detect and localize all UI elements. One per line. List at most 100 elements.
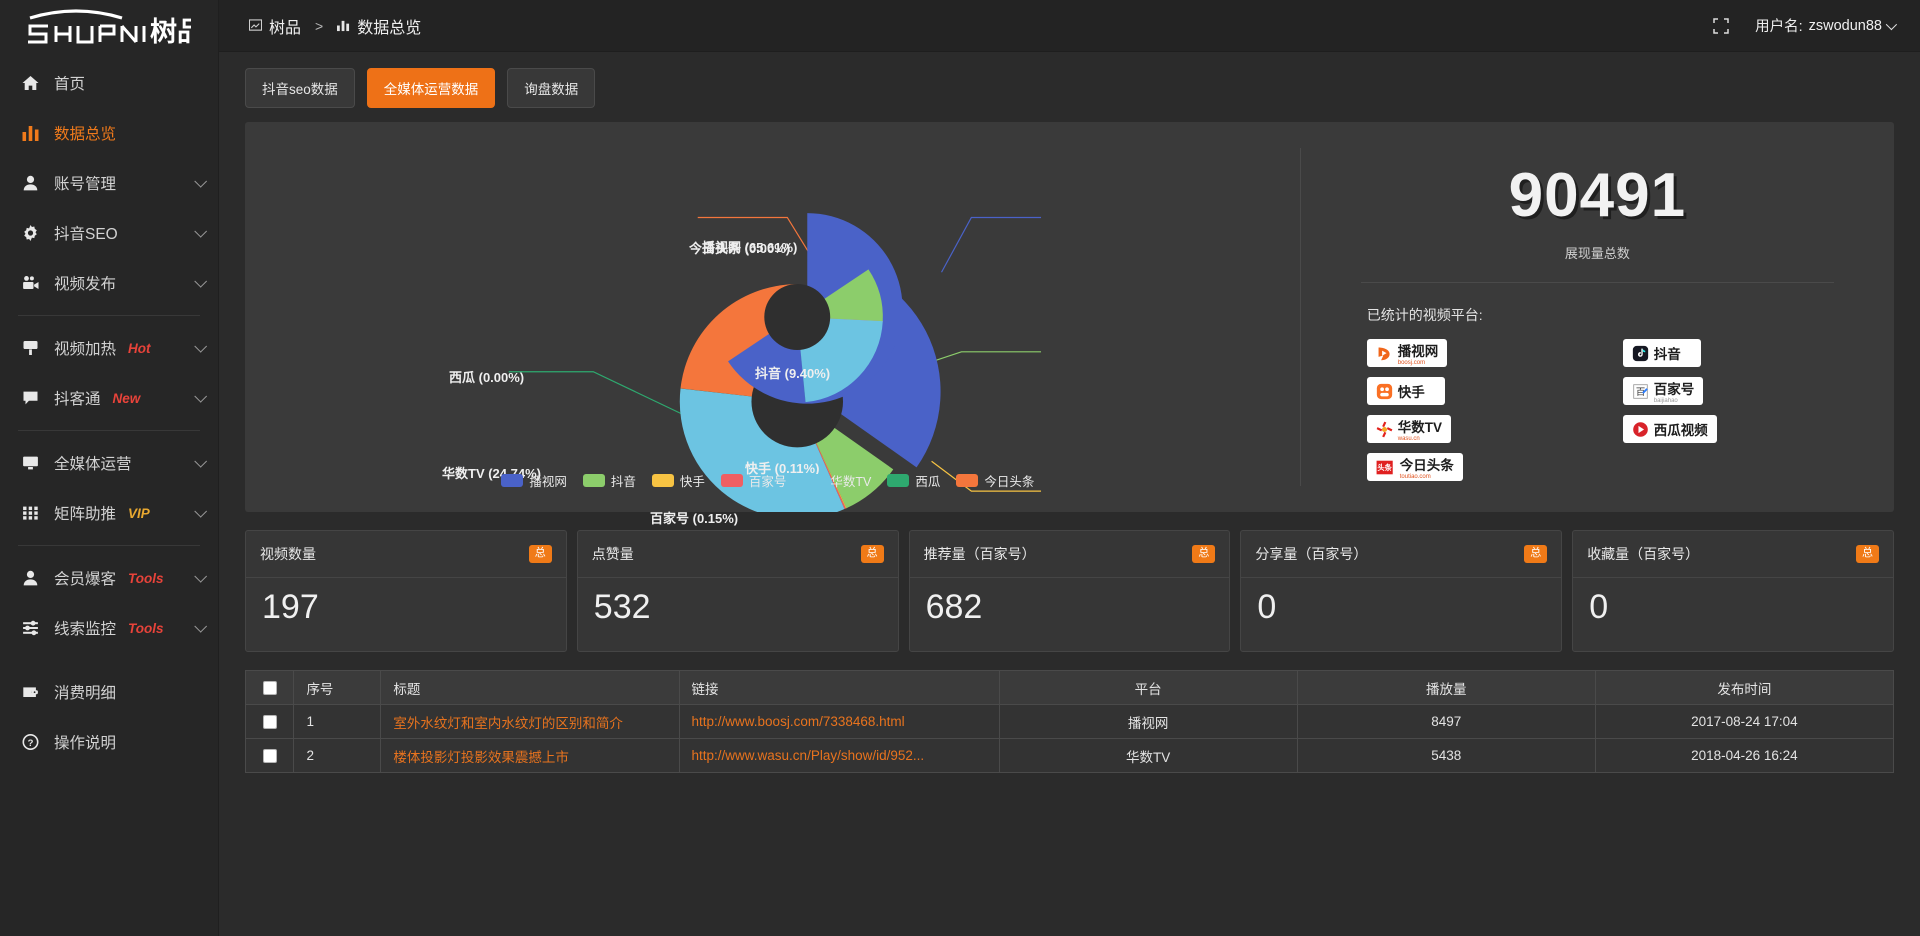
stat-card-video-count: 视频数量 总 197 xyxy=(245,530,567,652)
platform-badge-wasu[interactable]: 华数TV wasu.cn xyxy=(1366,415,1451,443)
pie-chart[interactable]: 今日头条 (0.00%) 西瓜 (0.00%) 华数TV (24.74%) 百家… xyxy=(245,122,1300,591)
table-row[interactable]: 1 室外水纹灯和室内水纹灯的区别和简介 http://www.boosj.com… xyxy=(244,704,1895,739)
pie-label-xigua: 西瓜 (0.00%) xyxy=(449,370,525,385)
user-prefix-label: 用户名: xyxy=(1755,19,1803,35)
top-bar-right: 用户名: zswodun88 xyxy=(1713,15,1898,36)
url-link[interactable]: http://www.wasu.cn/Play/show/id/952... xyxy=(691,748,925,763)
sidebar-item-instructions[interactable]: ? 操作说明 xyxy=(0,717,218,767)
legend-item[interactable]: 西瓜 xyxy=(887,471,940,490)
total-impressions-value: 90491 xyxy=(1508,161,1687,230)
legend-label: 百家号 xyxy=(748,475,787,489)
stat-card-value: 682 xyxy=(925,588,983,626)
cell-title[interactable]: 楼体投影灯投影效果震撼上市 xyxy=(380,738,680,773)
fullscreen-icon[interactable] xyxy=(1713,17,1729,34)
legend-item[interactable]: 华数TV xyxy=(802,471,871,490)
sidebar-item-douyin-seo[interactable]: 抖音SEO xyxy=(0,208,218,258)
sidebar-item-video-boost[interactable]: 视频加热 Hot xyxy=(0,323,218,373)
pie-label-toutiao: 今日头条 (0.00%) xyxy=(689,241,791,256)
sidebar-item-video-publish[interactable]: 视频发布 xyxy=(0,258,218,308)
sidebar-item-label: 视频发布 xyxy=(54,276,117,293)
select-all-checkbox[interactable] xyxy=(262,681,277,696)
column-header-plays[interactable]: 播放量 xyxy=(1296,670,1596,705)
platform-sub: toutiao.com xyxy=(1399,474,1431,480)
question-circle-icon: ? xyxy=(22,733,44,751)
title-link[interactable]: 室外水纹灯和室内水纹灯的区别和简介 xyxy=(393,715,623,731)
sidebar-item-account-management[interactable]: 账号管理 xyxy=(0,158,218,208)
platform-badge-baijiahao[interactable]: 百 百家号 baijiahao xyxy=(1622,377,1704,405)
platform-badge-kuaishou[interactable]: 快手 xyxy=(1366,377,1445,405)
username-label[interactable]: zswodun88 xyxy=(1808,17,1882,34)
legend-item[interactable]: 播视网 xyxy=(501,471,567,490)
svg-text:头条: 头条 xyxy=(1377,463,1392,472)
column-header-index[interactable]: 序号 xyxy=(293,670,382,705)
platform-badge-toutiao[interactable]: 头条 今日头条 toutiao.com xyxy=(1366,453,1463,481)
tab-inquiry[interactable]: 询盘数据 xyxy=(507,68,596,108)
platform-name: 今日头条 xyxy=(1399,458,1454,473)
tab-douyin-seo[interactable]: 抖音seo数据 xyxy=(245,68,355,108)
breadcrumb-item-current[interactable]: 数据总览 xyxy=(337,14,421,38)
sidebar-item-data-overview[interactable]: 数据总览 xyxy=(0,108,218,158)
chevron-down-icon xyxy=(194,619,208,633)
sidebar-item-label: 线索监控 xyxy=(54,621,117,638)
pie-chart-container: 今日头条 (0.00%) 西瓜 (0.00%) 华数TV (24.74%) 百家… xyxy=(245,122,1300,591)
sidebar-item-matrix-boost[interactable]: 矩阵助推 VIP xyxy=(0,488,218,538)
breadcrumb-item-app[interactable]: 树品 xyxy=(249,14,301,38)
sidebar-item-billing-detail[interactable]: 消费明细 xyxy=(0,667,218,717)
platform-name: 西瓜视频 xyxy=(1653,423,1708,438)
cell-link[interactable]: http://www.boosj.com/7338468.html xyxy=(678,704,1000,739)
chevron-down-icon[interactable] xyxy=(1885,18,1898,30)
row-select-cell[interactable] xyxy=(244,738,295,773)
video-camera-icon xyxy=(22,274,44,292)
cell-title[interactable]: 室外水纹灯和室内水纹灯的区别和简介 xyxy=(380,704,680,739)
table-row[interactable]: 2 楼体投影灯投影效果震撼上市 http://www.wasu.cn/Play/… xyxy=(244,738,1895,773)
sidebar-item-label: 矩阵助推 xyxy=(54,506,117,523)
sidebar-item-label: 会员爆客 xyxy=(54,571,117,588)
shupin-logo-icon: 树品 xyxy=(28,9,191,47)
select-all-header[interactable] xyxy=(244,670,295,705)
brand-logo[interactable]: 树品 xyxy=(0,0,218,52)
sidebar-divider xyxy=(18,545,200,546)
sidebar-item-label: 操作说明 xyxy=(54,735,117,752)
status-badge: 总 xyxy=(860,545,884,563)
platform-name: 百家号 xyxy=(1653,382,1695,397)
platform-badge-boosj[interactable]: 播视网 boosj.com xyxy=(1366,339,1448,367)
chat-icon xyxy=(22,389,44,407)
xigua-icon xyxy=(1632,421,1648,437)
breadcrumb-separator: > xyxy=(315,17,324,34)
column-header-platform[interactable]: 平台 xyxy=(998,670,1298,705)
sidebar-item-member-leads[interactable]: 会员爆客 Tools xyxy=(0,553,218,603)
table-head: 序号 标题 链接 平台 播放量 发布时间 xyxy=(244,670,1895,705)
summary-divider xyxy=(1360,282,1834,283)
pie-label-baijiahao: 百家号 (0.15%) xyxy=(650,511,739,526)
breadcrumb: 树品 > 数据总览 xyxy=(249,14,421,38)
breadcrumb-label: 数据总览 xyxy=(357,19,422,37)
legend-item[interactable]: 快手 xyxy=(651,471,705,490)
row-checkbox[interactable] xyxy=(262,715,277,730)
sidebar-item-lead-monitoring[interactable]: 线索监控 Tools xyxy=(0,603,218,653)
url-link[interactable]: http://www.boosj.com/7338468.html xyxy=(691,714,905,729)
panel-divider xyxy=(1299,148,1301,486)
stat-card-header: 收藏量（百家号） 总 xyxy=(1573,531,1893,578)
legend-item[interactable]: 今日头条 xyxy=(956,471,1034,490)
column-header-link[interactable]: 链接 xyxy=(678,670,1000,705)
cell-link[interactable]: http://www.wasu.cn/Play/show/id/952... xyxy=(678,738,1000,773)
svg-text:树品: 树品 xyxy=(150,17,191,47)
legend-item[interactable]: 抖音 xyxy=(582,471,636,490)
sidebar-item-home[interactable]: 首页 xyxy=(0,58,218,108)
row-select-cell[interactable] xyxy=(244,704,295,739)
platform-badge-douyin[interactable]: 抖音 xyxy=(1622,339,1701,367)
legend-item[interactable]: 百家号 xyxy=(720,471,787,490)
platform-badge-xigua[interactable]: 西瓜视频 xyxy=(1622,415,1717,443)
sidebar-item-douketong[interactable]: 抖客通 New xyxy=(0,373,218,423)
column-header-time[interactable]: 发布时间 xyxy=(1594,670,1895,705)
title-link[interactable]: 楼体投影灯投影效果震撼上市 xyxy=(393,749,569,765)
sidebar-item-omnimedia-operation[interactable]: 全媒体运营 xyxy=(0,438,218,488)
row-checkbox[interactable] xyxy=(262,749,277,764)
sidebar-item-label: 抖客通 xyxy=(54,391,101,408)
sidebar-item-tag: VIP xyxy=(128,505,150,521)
tab-omnimedia[interactable]: 全媒体运营数据 xyxy=(366,68,496,108)
cell-index: 2 xyxy=(293,738,382,773)
column-header-title[interactable]: 标题 xyxy=(380,670,680,705)
sidebar: 树品 首页 数据总览 账号管理 xyxy=(0,0,219,936)
